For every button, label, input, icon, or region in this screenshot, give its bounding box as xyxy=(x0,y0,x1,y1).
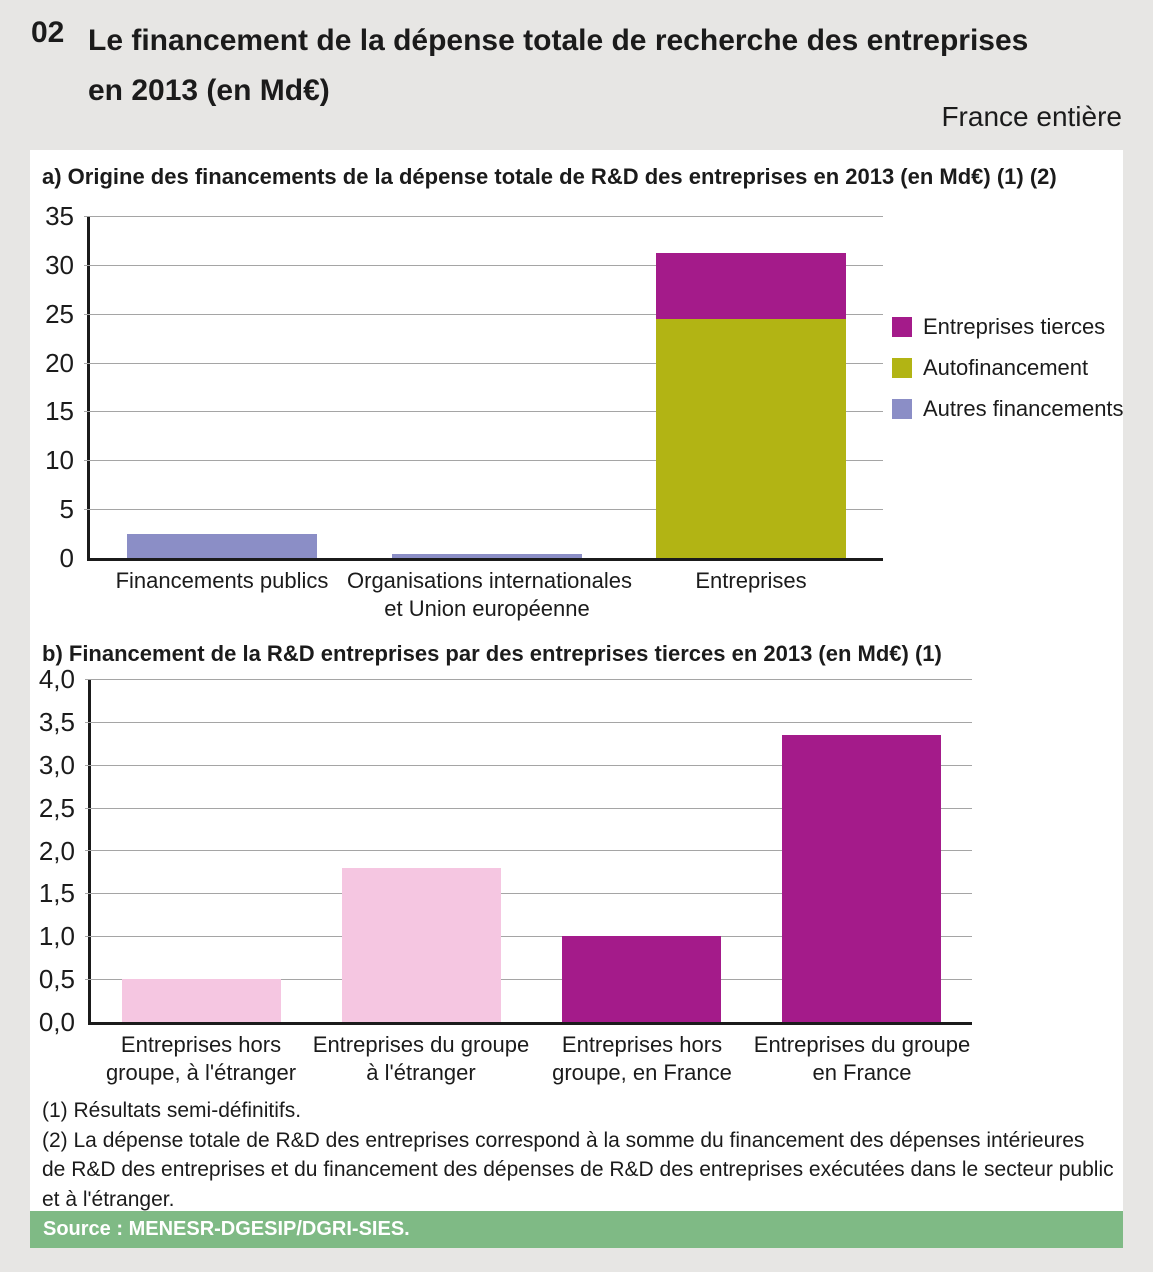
x-category-label-line: et Union européenne xyxy=(384,596,590,621)
gridline xyxy=(85,765,972,766)
bar-segment xyxy=(342,867,501,1022)
footnote-line: et à l'étranger. xyxy=(42,1187,175,1211)
page-title-line1: Le financement de la dépense totale de r… xyxy=(88,24,1029,57)
chart-a-title: a) Origine des financements de la dépens… xyxy=(42,164,1057,189)
bar-segment xyxy=(127,533,317,558)
x-category-label-line: groupe, à l'étranger xyxy=(105,1060,297,1085)
bar-segment xyxy=(392,554,582,558)
x-category-label-line: Entreprises hors xyxy=(561,1032,723,1057)
y-tick-label: 2,5 xyxy=(38,792,75,823)
legend-item: Autofinancement xyxy=(892,355,1124,380)
x-category-label-line: Entreprises hors xyxy=(120,1032,282,1057)
chart-b-plot: 0,0 0,5 1,0 1,5 2,0 2,5 3,0 3,5 4,0 Entreprises h… xyxy=(39,666,972,1085)
legend-swatch xyxy=(892,399,912,419)
source-text: Source : MENESR-DGESIP/DGRI-SIES. xyxy=(43,1218,410,1240)
y-tick-label: 0 xyxy=(59,543,74,573)
gridline xyxy=(85,722,972,723)
footnote-line: (1) Résultats semi-définitifs. xyxy=(42,1099,302,1122)
gridline xyxy=(85,893,972,894)
y-tick-label: 25 xyxy=(45,298,74,329)
x-category-label-line: Entreprises xyxy=(695,568,807,593)
y-tick-label: 0,5 xyxy=(38,964,75,995)
chart-a-plot: 0 5 10 15 20 25 30 35 Financements publics Organi… xyxy=(45,203,883,621)
gridline xyxy=(84,216,883,217)
gridline xyxy=(84,509,883,510)
legend-item: Entreprises tierces xyxy=(892,314,1124,339)
y-tick-label: 20 xyxy=(45,347,74,378)
footnotes: (1) Résultats semi-définitifs. (2) La dép… xyxy=(42,1096,1114,1214)
y-tick-label: 4,0 xyxy=(38,664,75,694)
x-category-label-line: groupe, en France xyxy=(552,1060,732,1085)
x-category-label-line: Entreprises du groupe xyxy=(312,1032,530,1057)
legend-swatch xyxy=(892,317,912,337)
gridline xyxy=(85,979,972,980)
figure-number: 02 xyxy=(31,16,65,49)
gridline xyxy=(85,936,972,937)
x-category-label: Entreprises hors groupe, à l'étranger xyxy=(61,1031,341,1087)
gridline xyxy=(84,314,883,315)
bar-segment xyxy=(656,253,846,319)
gridline xyxy=(84,460,883,461)
page-title: Le financement de la dépense totale de r… xyxy=(88,16,1028,116)
figure-panel: a) Origine des financements de la dépens… xyxy=(30,150,1124,1248)
gridline xyxy=(85,679,972,680)
y-tick-label: 15 xyxy=(45,396,74,427)
legend-item: Autres financements xyxy=(892,396,1124,421)
x-category-label-line: Entreprises du groupe xyxy=(753,1032,971,1057)
region-label: France entière xyxy=(941,101,1122,132)
bar-segment xyxy=(656,318,846,558)
x-category-label-line: à l'étranger xyxy=(366,1060,476,1085)
x-category-label-line: Financements publics xyxy=(115,568,329,593)
gridline xyxy=(84,265,883,266)
x-category-label-line: en France xyxy=(812,1060,912,1085)
source-bar: Source : MENESR-DGESIP/DGRI-SIES. xyxy=(30,1211,1123,1248)
x-category-label-line: Organisations internationales xyxy=(347,568,632,593)
x-category-label: Entreprises du groupe en France xyxy=(722,1031,1002,1087)
y-tick-label: 0,0 xyxy=(38,1007,75,1037)
gridline xyxy=(84,411,883,412)
gridline xyxy=(85,850,972,851)
x-category-label: Financements publics xyxy=(82,567,362,595)
bar-segment xyxy=(562,936,721,1022)
bar-segment xyxy=(782,734,941,1022)
y-tick-label: 1,5 xyxy=(38,878,75,909)
chart-b-title: b) Financement de la R&D entreprises par… xyxy=(42,641,942,666)
legend-label: Autofinancement xyxy=(923,355,1089,380)
y-tick-label: 2,0 xyxy=(38,835,75,866)
y-tick-label: 35 xyxy=(45,201,74,231)
y-tick-label: 1,0 xyxy=(38,921,75,952)
x-category-label: Organisations internationales et Union eu… xyxy=(347,567,632,623)
x-category-label: Entreprises hors groupe, en France xyxy=(502,1031,782,1087)
legend-label: Entreprises tierces xyxy=(923,314,1106,339)
legend-swatch xyxy=(892,358,912,378)
x-category-label: Entreprises du groupe à l'étranger xyxy=(281,1031,561,1087)
y-tick-label: 30 xyxy=(45,249,74,280)
x-category-label: Entreprises xyxy=(611,567,891,595)
legend-label: Autres financements xyxy=(923,396,1124,421)
y-tick-label: 3,0 xyxy=(38,749,75,780)
gridline xyxy=(85,808,972,809)
y-tick-label: 5 xyxy=(59,494,74,525)
y-tick-label: 3,5 xyxy=(38,706,75,737)
y-tick-label: 10 xyxy=(45,445,74,476)
page-title-line2: en 2013 (en Md€) xyxy=(88,74,330,107)
footnote-line: (2) La dépense totale de R&D des entrepr… xyxy=(42,1128,1085,1152)
footnote-line: de R&D des entreprises et du financement… xyxy=(42,1158,1114,1181)
bar-segment xyxy=(122,979,281,1022)
gridline xyxy=(84,363,883,364)
chart-a-legend: Entreprises tierces Autofinancement Autres… xyxy=(892,314,1124,440)
